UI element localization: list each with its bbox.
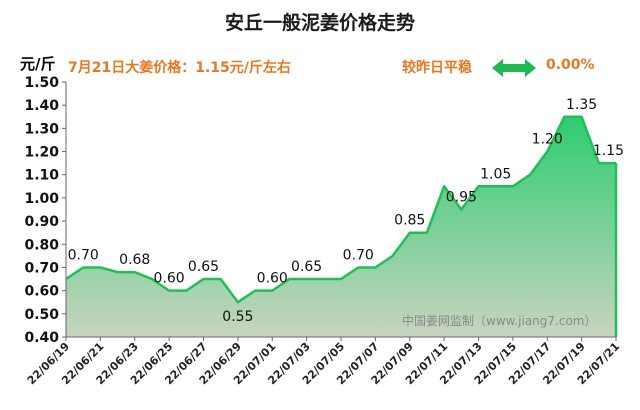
chart-title: 安丘一般泥姜价格走势 [224, 12, 415, 34]
data-label: 0.60 [257, 271, 288, 287]
y-tick-label: 0.90 [24, 214, 59, 230]
price-line [65, 115, 616, 304]
y-tick-label: 1.00 [24, 191, 59, 207]
data-label: 0.65 [291, 259, 322, 275]
y-tick-label: 0.80 [24, 237, 59, 253]
y-tick-label: 1.30 [24, 121, 59, 137]
data-label: 0.95 [446, 190, 477, 206]
change-value: 0.00% [546, 57, 595, 73]
data-label: 1.05 [480, 166, 511, 182]
data-label: 0.70 [343, 247, 374, 263]
y-tick-label: 1.20 [24, 145, 59, 161]
y-tick-label: 1.10 [24, 168, 59, 184]
data-label: 1.15 [593, 143, 624, 159]
data-label: 0.85 [394, 213, 425, 229]
data-label: 0.65 [188, 259, 219, 275]
watermark: 中国姜网监制（www.jiang7.com） [402, 314, 597, 328]
data-label: 1.20 [532, 132, 563, 148]
y-tick-label: 1.40 [24, 98, 59, 114]
data-label: 0.70 [68, 247, 99, 263]
y-tick-label: 1.50 [24, 75, 59, 91]
price-area [66, 116, 616, 337]
y-tick-label: 0.60 [24, 284, 59, 300]
data-label: 1.35 [566, 97, 597, 113]
double-arrow-icon [492, 59, 536, 77]
data-label: 0.60 [154, 271, 185, 287]
y-tick-label: 0.40 [24, 330, 59, 346]
data-label: 0.55 [222, 309, 253, 325]
y-tick-label: 0.50 [24, 307, 59, 323]
price-note: 7月21日大姜价格：1.15元/斤左右 [68, 60, 291, 76]
y-tick-label: 0.70 [24, 260, 59, 276]
data-label: 0.68 [119, 252, 150, 268]
change-label: 较昨日平稳 [402, 60, 472, 76]
y-axis-unit: 元/斤 [20, 55, 56, 73]
